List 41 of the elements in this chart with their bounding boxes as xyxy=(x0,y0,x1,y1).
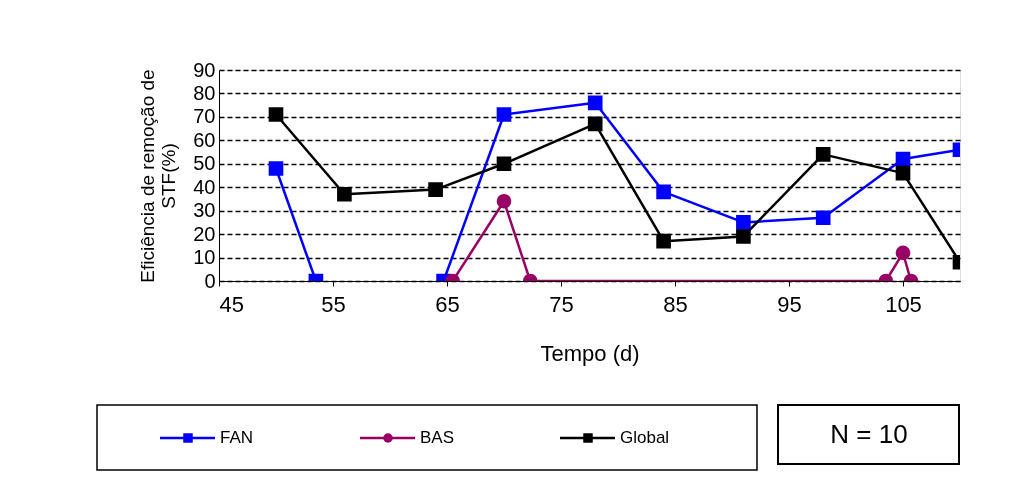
point xyxy=(496,193,512,209)
x-tick-label: 55 xyxy=(321,291,346,317)
point xyxy=(337,186,352,202)
x-axis-title: Tempo (d) xyxy=(540,340,640,366)
y-tick-label: 0 xyxy=(204,269,216,292)
point xyxy=(815,210,831,226)
point xyxy=(268,107,284,122)
point xyxy=(656,184,671,200)
point xyxy=(895,165,911,181)
point xyxy=(428,182,443,197)
point xyxy=(496,156,512,172)
y-tick-label: 60 xyxy=(193,128,216,151)
y-tick-label: 50 xyxy=(193,152,216,175)
point xyxy=(656,233,671,249)
y-tick-label: 80 xyxy=(193,81,216,104)
point xyxy=(895,151,911,167)
legend-label: Global xyxy=(620,428,670,447)
y-tick-label: 30 xyxy=(193,199,216,222)
y-tick-label: 70 xyxy=(193,105,216,128)
x-tick-label: 75 xyxy=(549,291,574,317)
point xyxy=(736,229,751,244)
point xyxy=(587,116,603,132)
point xyxy=(815,147,831,162)
x-tick-label: 95 xyxy=(777,291,802,317)
point xyxy=(268,161,284,176)
point xyxy=(496,107,512,122)
y-tick-label: 90 xyxy=(193,58,216,81)
y-tick-label: 10 xyxy=(193,246,216,269)
y-tick-label: 20 xyxy=(193,222,216,245)
x-tick-label: 45 xyxy=(219,291,244,317)
text: N = 10 xyxy=(830,419,908,449)
point xyxy=(736,215,751,230)
y-tick-label: 40 xyxy=(193,175,216,198)
point xyxy=(587,95,603,111)
x-tick-label: 105 xyxy=(885,291,922,317)
x-tick-label: 85 xyxy=(663,291,688,317)
point xyxy=(895,245,911,261)
x-tick-label: 65 xyxy=(435,291,460,317)
y-axis-title: Eficiência de remoção de STF(%) xyxy=(137,69,180,283)
legend-label: FAN xyxy=(220,428,254,447)
legend-label: BAS xyxy=(420,428,455,447)
